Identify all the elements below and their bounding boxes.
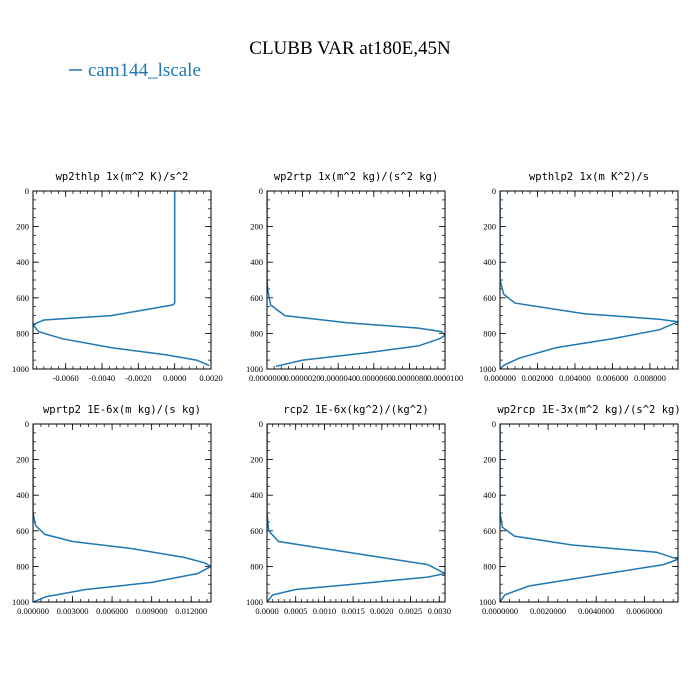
series-line [267, 191, 445, 368]
panel-title: rcp2 1E-6x(kg^2)/(kg^2) [283, 404, 428, 416]
legend: cam144_lscale [69, 60, 201, 81]
y-tick-label: 600 [16, 526, 29, 536]
x-tick-label: 0.002000 [522, 373, 554, 383]
panel-1: wp2thlp 1x(m^2 K)/s^2 0 200 400 600 800 1000 -0… [12, 171, 223, 383]
y-tick-label: 800 [250, 328, 263, 338]
axes-frame [266, 423, 446, 603]
x-tick-label: 0.006000 [96, 606, 128, 616]
y-tick-label: 0 [259, 419, 263, 429]
x-tick-label: 0.0000 [163, 373, 186, 383]
x-tick-label: 0.0020 [199, 373, 222, 383]
figure-title: CLUBB VAR at180E,45N [249, 38, 451, 59]
y-tick-label: 0 [25, 419, 29, 429]
y-tick-label: 400 [250, 257, 263, 267]
y-tick-label: 1000 [12, 364, 29, 374]
axes-frame [499, 423, 679, 603]
panel-title: wp2rcp 1E-3x(m^2 kg)/(s^2 kg) [497, 404, 680, 416]
x-tick-label: 0.0000000 [249, 373, 285, 383]
x-tick-label: 0.0000080 [391, 373, 427, 383]
y-tick-label: 800 [483, 561, 496, 571]
x-tick-label: 0.0060000 [626, 606, 662, 616]
y-tick-label: 0 [492, 419, 496, 429]
x-tick-label: 0.008000 [634, 373, 666, 383]
y-tick-label: 0 [25, 186, 29, 196]
y-tick-label: 1000 [479, 597, 496, 607]
y-tick-label: 1000 [246, 364, 263, 374]
y-tick-label: 400 [250, 490, 263, 500]
x-tick-label: 0.0020000 [530, 606, 566, 616]
panel-3: wpthlp2 1x(m K^2)/s020040060080010000.00… [479, 171, 679, 383]
y-tick-label: 400 [16, 257, 29, 267]
y-tick-label: 400 [483, 490, 496, 500]
x-tick-label: -0.0040 [89, 373, 115, 383]
y-tick-label: 0 [259, 186, 263, 196]
x-tick-label: 0.0000000 [482, 606, 518, 616]
y-tick-label: 200 [483, 222, 496, 232]
y-tick-label: 600 [250, 293, 263, 303]
x-tick-label: 0.0020 [370, 606, 393, 616]
x-tick-label: 0.0030 [428, 606, 451, 616]
axes-frame [32, 423, 212, 603]
y-tick-label: 0 [492, 186, 496, 196]
y-tick-label: 1000 [246, 597, 263, 607]
y-tick-label: 600 [483, 293, 496, 303]
y-tick-label: 200 [483, 455, 496, 465]
panel-title: wp2thlp 1x(m^2 K)/s^2 [56, 171, 189, 183]
y-tick-label: 800 [16, 561, 29, 571]
panel-6: wp2rcp 1E-3x(m^2 kg)/(s^2 kg)0 200 400 600 8… [479, 404, 681, 616]
y-tick-label: 800 [483, 328, 496, 338]
panel-title: wprtp2 1E-6x(m kg)/(s kg) [43, 404, 201, 416]
x-tick-label: -0.0020 [125, 373, 151, 383]
panel-4: wprtp2 1E-6x(m kg)/(s kg) 0 200 400 600 800 10… [12, 404, 212, 616]
x-tick-label: -0.0060 [53, 373, 79, 383]
y-tick-label: 200 [250, 222, 263, 232]
series-line [500, 191, 678, 369]
axes-frame [32, 190, 212, 370]
x-tick-label: 0.012000 [175, 606, 207, 616]
y-tick-label: 200 [250, 455, 263, 465]
x-tick-label: 0.0000040 [320, 373, 356, 383]
panel-5: rcp2 1E-6x(kg^2)/(kg^2) 0 200 400 600 800 1000… [246, 404, 451, 616]
series-line [267, 424, 445, 602]
y-tick-label: 800 [250, 561, 263, 571]
x-tick-label: 0.0040000 [578, 606, 614, 616]
x-tick-label: 0.0000020 [285, 373, 321, 383]
axes-frame [266, 190, 446, 370]
y-tick-label: 600 [483, 526, 496, 536]
y-tick-label: 400 [483, 257, 496, 267]
x-tick-label: 0.000000 [17, 606, 49, 616]
y-tick-label: 600 [250, 526, 263, 536]
y-tick-label: 1000 [12, 597, 29, 607]
x-tick-label: 0.0015 [341, 606, 364, 616]
y-tick-label: 600 [16, 293, 29, 303]
x-tick-label: 0.0010 [313, 606, 336, 616]
x-tick-label: 0.0000 [255, 606, 278, 616]
y-tick-label: 200 [16, 222, 29, 232]
panels: wp2thlp 1x(m^2 K)/s^2 0 200 400 600 800 1000 -0… [12, 171, 681, 616]
x-tick-label: 0.003000 [57, 606, 89, 616]
panel-title: wpthlp2 1x(m K^2)/s [529, 171, 649, 183]
legend-label: cam144_lscale [88, 60, 201, 81]
y-tick-label: 800 [16, 328, 29, 338]
axes-frame [499, 190, 679, 370]
x-tick-label: 0.0025 [399, 606, 422, 616]
x-tick-label: 0.009000 [136, 606, 168, 616]
series-line [33, 424, 211, 602]
y-tick-label: 1000 [479, 364, 496, 374]
y-tick-label: 200 [16, 455, 29, 465]
x-tick-label: 0.004000 [559, 373, 591, 383]
panel-title: wp2rtp 1x(m^2 kg)/(s^2 kg) [274, 171, 438, 183]
series-line [500, 424, 678, 602]
x-tick-label: 0.0000100 [427, 373, 463, 383]
series-line [33, 191, 210, 367]
x-tick-label: 0.0005 [284, 606, 307, 616]
x-tick-label: 0.000000 [484, 373, 516, 383]
x-tick-label: 0.0000060 [356, 373, 392, 383]
x-tick-label: 0.006000 [596, 373, 628, 383]
panel-2: wp2rtp 1x(m^2 kg)/(s^2 kg) 0 200 400 600 800 1… [246, 171, 463, 383]
y-tick-label: 400 [16, 490, 29, 500]
